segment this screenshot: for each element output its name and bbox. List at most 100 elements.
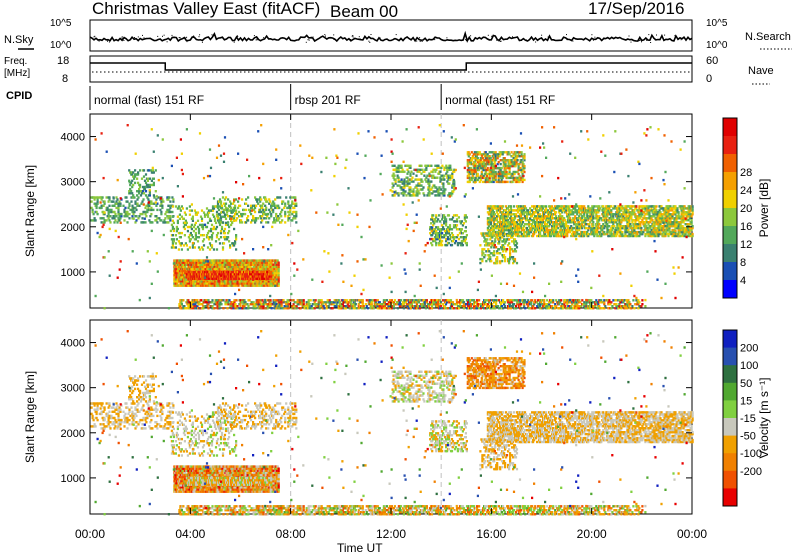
range-cell [177,240,180,243]
range-cell [238,265,241,269]
range-cell [139,190,143,193]
range-cell [510,305,513,308]
range-cell [265,198,268,201]
range-cell [179,244,182,247]
range-cell [258,273,261,276]
range-cell [361,303,364,306]
range-cell [262,305,265,308]
range-cell [495,217,498,220]
range-cell [475,164,478,168]
range-cell [441,303,445,306]
range-cell [247,280,250,283]
range-cell [182,225,185,229]
range-cell [269,305,272,308]
range-cell [433,222,436,225]
range-cell [496,172,499,176]
range-cell [439,237,442,241]
range-cell [275,263,278,266]
range-cell [447,241,451,245]
range-cell [630,307,633,310]
range-cell [409,172,412,175]
noise-search-dot [107,40,108,42]
range-cell [464,226,467,229]
noise-search-dot [674,35,676,37]
range-cell [176,215,179,218]
range-cell [182,299,185,302]
range-cell [230,209,233,212]
range-cell [409,307,412,310]
noise-search-dot [333,34,335,36]
range-cell [220,227,224,231]
range-cell [240,219,243,222]
range-cell [492,151,495,154]
range-cell [217,219,221,222]
range-cell [184,223,187,227]
range-cell [124,215,127,218]
freq-left-tick-high: 18 [57,55,69,67]
range-cell [541,303,544,306]
noise-search-dot [434,39,436,41]
range-cell [233,244,236,247]
range-cell [139,183,142,187]
range-cell [249,282,252,285]
range-cell [150,212,153,216]
range-cell [163,219,166,222]
range-cell [429,232,432,235]
range-cell [238,210,241,214]
range-cell [336,301,339,304]
range-cell [241,261,244,264]
range-cell [610,307,613,310]
range-cell [488,172,491,176]
range-cell [250,204,253,207]
range-cell [447,168,450,171]
range-cell [446,299,450,302]
range-cell [578,299,581,302]
range-cell [180,205,183,208]
range-cell [397,194,400,197]
range-cell [195,261,198,264]
range-cell [441,174,444,177]
range-cell [270,206,273,210]
range-cell [241,277,244,280]
range-cell [477,305,480,308]
range-cell [499,151,502,154]
range-cell [364,303,367,306]
range-cell [493,225,496,228]
range-cell [227,301,230,304]
range-cell [200,209,204,212]
range-cell [160,202,163,205]
range-cell [278,217,281,220]
range-cell [96,200,99,203]
range-cell [452,214,456,217]
range-cell [255,303,258,306]
range-cell [488,305,491,308]
range-cell [370,303,373,306]
noise-search-dot [308,39,310,41]
range-cell [131,179,134,182]
range-cell [453,168,456,171]
range-cell [448,182,451,185]
range-cell [243,208,246,212]
range-cell [482,160,485,164]
range-cell [430,222,433,225]
range-cell [486,166,489,170]
range-cell [170,246,173,249]
range-cell [624,307,627,310]
range-cell [132,183,135,187]
range-cell [148,183,151,187]
range-cell [349,301,352,304]
range-cell [445,222,448,225]
noise-search-dot [639,39,641,41]
freq-left-tick-low: 8 [62,73,68,85]
range-cell [476,157,479,160]
range-cell [96,202,99,205]
range-cell [190,223,193,227]
range-cell [435,241,438,245]
range-cell [260,221,263,224]
noise-search-dot [521,40,522,41]
range-cell [273,202,276,205]
noise-search-dot [535,41,537,43]
range-cell [590,307,593,310]
range-cell [494,178,497,182]
range-cell [93,217,96,220]
